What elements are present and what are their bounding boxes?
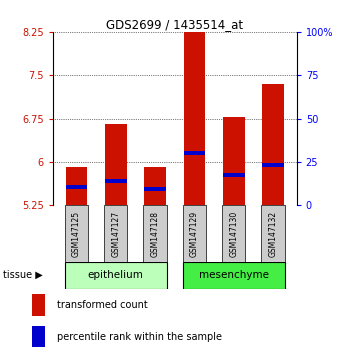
Bar — [183, 262, 285, 289]
Bar — [223, 117, 244, 205]
Bar — [144, 187, 166, 191]
Text: mesenchyme: mesenchyme — [199, 270, 269, 280]
Bar — [144, 167, 166, 205]
Text: GSM147128: GSM147128 — [151, 211, 160, 257]
Bar — [222, 205, 246, 262]
Bar — [105, 179, 127, 183]
Text: GSM147129: GSM147129 — [190, 211, 199, 257]
Bar — [183, 26, 205, 205]
Text: epithelium: epithelium — [88, 270, 144, 280]
Bar — [262, 205, 285, 262]
Bar — [65, 167, 87, 205]
Bar — [65, 262, 167, 289]
Text: percentile rank within the sample: percentile rank within the sample — [57, 332, 222, 342]
Title: GDS2699 / 1435514_at: GDS2699 / 1435514_at — [106, 18, 243, 31]
Bar — [65, 205, 88, 262]
Bar — [262, 163, 284, 167]
Bar — [65, 185, 87, 189]
Text: GSM147130: GSM147130 — [229, 211, 238, 257]
Bar — [105, 124, 127, 205]
Bar — [223, 173, 244, 177]
Bar — [32, 326, 45, 348]
Text: GSM147127: GSM147127 — [111, 211, 120, 257]
Bar — [144, 205, 167, 262]
Bar — [183, 205, 206, 262]
Bar — [104, 205, 128, 262]
Text: tissue ▶: tissue ▶ — [3, 270, 43, 280]
Text: transformed count: transformed count — [57, 300, 148, 310]
Bar — [262, 84, 284, 205]
Text: GSM147125: GSM147125 — [72, 211, 81, 257]
Text: GSM147132: GSM147132 — [269, 211, 278, 257]
Bar — [183, 151, 205, 155]
Bar — [32, 295, 45, 315]
